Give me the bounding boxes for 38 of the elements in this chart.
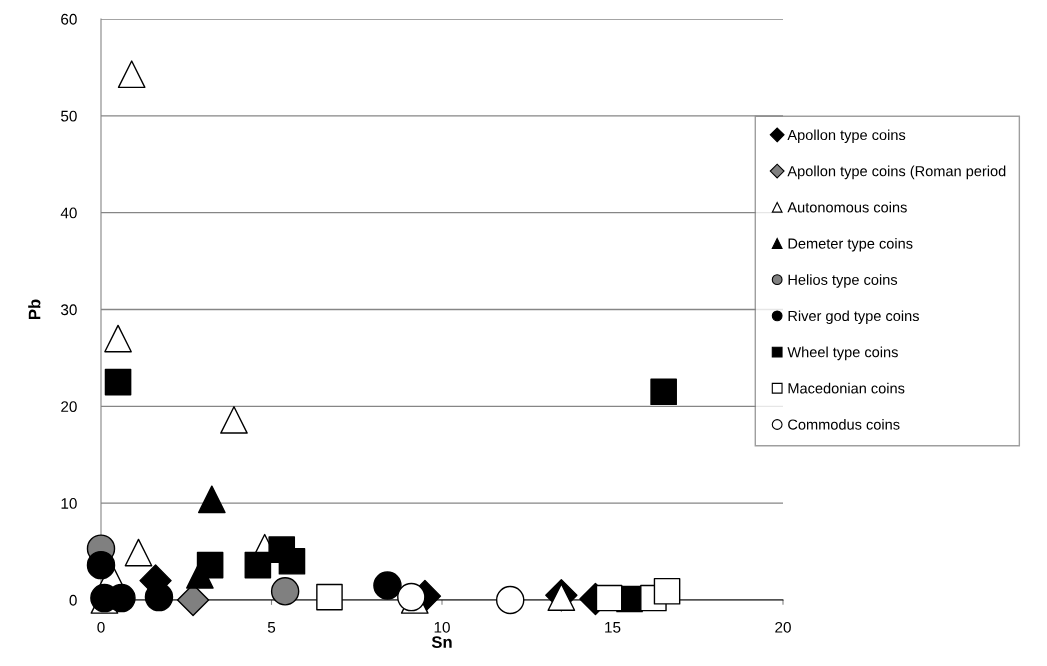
x-tick-label: 15 xyxy=(605,622,621,633)
legend-label: Wheel type coins xyxy=(787,346,898,361)
point xyxy=(595,584,623,612)
point xyxy=(650,378,677,406)
legend-label: Helios type coins xyxy=(788,274,898,288)
legend-label: Macedonian coins xyxy=(788,382,905,394)
y-axis-title: Pb xyxy=(28,299,41,320)
point xyxy=(316,583,343,611)
y-tick-label: 30 xyxy=(60,304,77,316)
point xyxy=(220,406,248,434)
y-tick-label: 50 xyxy=(61,110,77,122)
point xyxy=(104,368,132,396)
legend-label: Commodus coins xyxy=(788,419,900,430)
x-tick-label: 10 xyxy=(434,621,450,633)
point xyxy=(144,582,174,612)
point xyxy=(244,551,272,579)
point xyxy=(653,577,681,605)
y-tick-label: 20 xyxy=(61,401,77,413)
point xyxy=(270,577,300,606)
point xyxy=(197,485,226,514)
x-tick-label: 20 xyxy=(775,621,791,633)
point xyxy=(196,551,224,579)
legend-label: Apollon type coins xyxy=(787,129,906,143)
y-tick-label: 10 xyxy=(61,498,77,509)
point xyxy=(278,547,306,575)
y-tick-label: 40 xyxy=(60,207,77,219)
y-tick-label: 60 xyxy=(61,13,77,25)
point xyxy=(495,585,525,615)
y-tick-label: 0 xyxy=(69,594,77,606)
legend-label: River god type coins xyxy=(788,310,919,324)
legend-label: Demeter type coins xyxy=(788,238,913,252)
legend-label: Apollon type coins (Roman period xyxy=(787,165,1006,180)
legend-label: Autonomous coins xyxy=(787,201,907,213)
point xyxy=(86,550,116,580)
x-axis-title: Sn xyxy=(431,636,452,649)
x-tick-label: 5 xyxy=(267,622,276,633)
x-tick-label: 0 xyxy=(97,621,105,633)
point xyxy=(373,571,402,600)
